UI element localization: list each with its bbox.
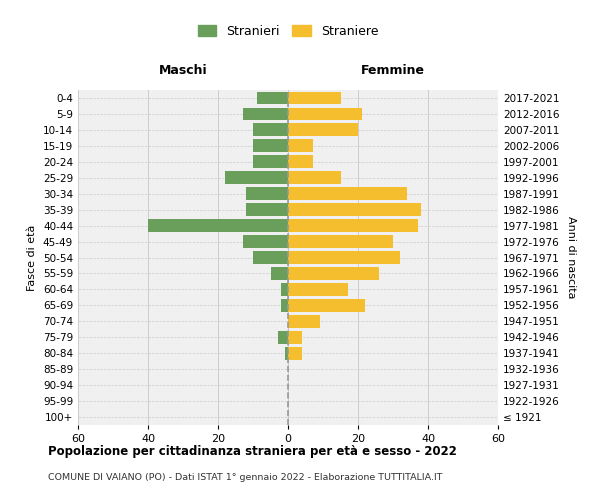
Y-axis label: Anni di nascita: Anni di nascita [566, 216, 576, 298]
Bar [253, 124, 288, 136]
Bar [284, 347, 288, 360]
Bar [288, 92, 341, 104]
Bar [288, 347, 302, 360]
Bar [277, 331, 288, 344]
Bar [288, 299, 365, 312]
Text: Maschi: Maschi [158, 64, 208, 78]
Bar [253, 251, 288, 264]
Text: Femmine: Femmine [361, 64, 425, 78]
Bar [225, 172, 288, 184]
Bar [253, 140, 288, 152]
Bar [288, 124, 358, 136]
Bar [288, 204, 421, 216]
Y-axis label: Fasce di età: Fasce di età [28, 224, 37, 290]
Bar [271, 267, 288, 280]
Bar [242, 108, 288, 120]
Bar [257, 92, 288, 104]
Bar [288, 188, 407, 200]
Text: COMUNE DI VAIANO (PO) - Dati ISTAT 1° gennaio 2022 - Elaborazione TUTTITALIA.IT: COMUNE DI VAIANO (PO) - Dati ISTAT 1° ge… [48, 472, 443, 482]
Legend: Stranieri, Straniere: Stranieri, Straniere [194, 21, 382, 42]
Bar [288, 235, 393, 248]
Bar [288, 283, 347, 296]
Bar [288, 251, 400, 264]
Bar [288, 108, 361, 120]
Bar [253, 156, 288, 168]
Bar [246, 188, 288, 200]
Bar [281, 299, 288, 312]
Bar [288, 267, 379, 280]
Bar [288, 331, 302, 344]
Bar [148, 219, 288, 232]
Bar [288, 140, 313, 152]
Bar [242, 235, 288, 248]
Bar [281, 283, 288, 296]
Bar [288, 156, 313, 168]
Bar [288, 219, 418, 232]
Bar [288, 172, 341, 184]
Text: Popolazione per cittadinanza straniera per età e sesso - 2022: Popolazione per cittadinanza straniera p… [48, 445, 457, 458]
Bar [246, 204, 288, 216]
Bar [288, 315, 320, 328]
